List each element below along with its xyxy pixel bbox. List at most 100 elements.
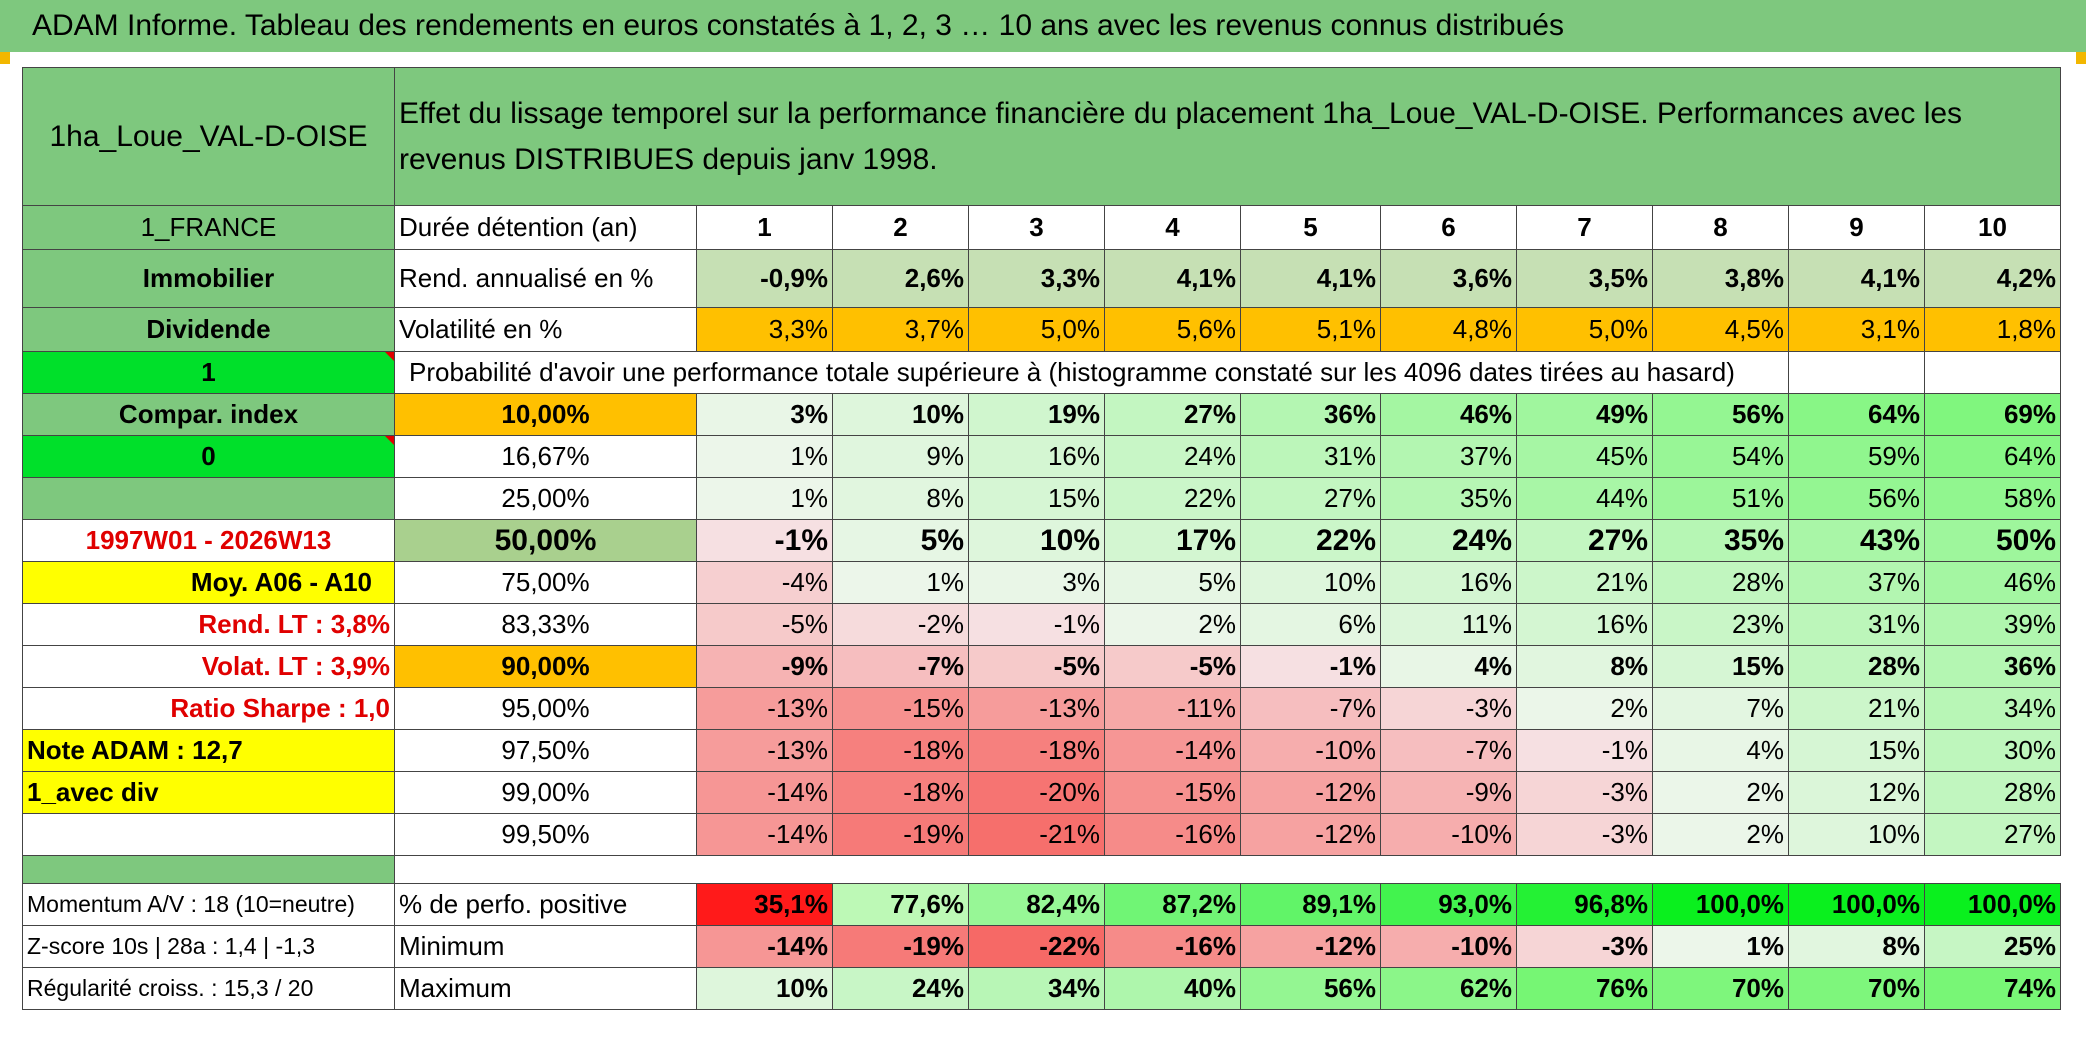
blank-cell [1788, 351, 1925, 394]
percentile-row: Moy. A06 - A10 75,00% -4% 1% 3% 5% 10% 16% 21% 28… [22, 561, 2061, 604]
percentile-value: 56% [1788, 477, 1925, 520]
percentile-value: 5% [832, 519, 969, 562]
percentile-value: 37% [1380, 435, 1517, 478]
max-value: 34% [968, 967, 1105, 1010]
percentile-row: 25,00% 1% 8% 15% 22% 27% 35% 44% 51% 56% 58% [22, 477, 2061, 520]
percentile-label: 90,00% [394, 645, 697, 688]
spacer-row [22, 855, 2061, 884]
percentile-value: 27% [1104, 393, 1241, 436]
percentile-value: 15% [968, 477, 1105, 520]
percentile-value: 49% [1516, 393, 1653, 436]
percentile-value: 24% [1104, 435, 1241, 478]
percentile-value: -10% [1380, 813, 1517, 856]
percentile-value: -1% [696, 519, 833, 562]
max-value: 10% [696, 967, 833, 1010]
country-label: 1_FRANCE [22, 205, 395, 250]
percentile-value: 69% [1924, 393, 2061, 436]
percentile-value: 44% [1516, 477, 1653, 520]
percentile-value: -7% [1380, 729, 1517, 772]
percentile-value: 35% [1380, 477, 1517, 520]
vol-value: 5,6% [1104, 307, 1241, 352]
percentile-value: 4% [1380, 645, 1517, 688]
percentile-row: Note ADAM : 12,7 97,50% -13% -18% -18% -14% -1… [22, 729, 2061, 772]
rend-value: -0,9% [696, 249, 833, 308]
pos-value: 82,4% [968, 883, 1105, 926]
percentile-label: 99,00% [394, 771, 697, 814]
percentile-value: -5% [696, 603, 833, 646]
percentile-value: -19% [832, 813, 969, 856]
min-value: -14% [696, 925, 833, 968]
regularite-label: Régularité croiss. : 15,3 / 20 [22, 967, 395, 1010]
vol-value: 3,3% [696, 307, 833, 352]
spacer-green [22, 855, 395, 884]
positive-row: Momentum A/V : 18 (10=neutre)% de perfo.… [22, 883, 2061, 926]
percentile-value: 12% [1788, 771, 1925, 814]
percentile-value: -9% [696, 645, 833, 688]
header-row: 1ha_Loue_VAL-D-OISE Effet du lissage temp… [22, 67, 2061, 206]
description: Effet du lissage temporel sur la perform… [394, 67, 2061, 206]
pos-value: 35,1% [696, 883, 833, 926]
percentile-value: 45% [1516, 435, 1653, 478]
percentile-value: 50% [1924, 519, 2061, 562]
percentile-value: 6% [1240, 603, 1381, 646]
max-value: 70% [1788, 967, 1925, 1010]
percentile-value: 51% [1652, 477, 1789, 520]
vol-value: 5,1% [1240, 307, 1381, 352]
proba-label: Probabilité d'avoir une performance tota… [394, 351, 1789, 394]
percentile-value: 16% [1516, 603, 1653, 646]
min-value: -22% [968, 925, 1105, 968]
percentile-row: 99,50% -14% -19% -21% -16% -12% -10% -3% 2% 10% 27… [22, 813, 2061, 856]
percentile-label: 83,33% [394, 603, 697, 646]
rend-value: 3,6% [1380, 249, 1517, 308]
rend-label: Rend. annualisé en % [394, 249, 697, 308]
percentile-value: 39% [1924, 603, 2061, 646]
percentile-value: 5% [1104, 561, 1241, 604]
percentile-value: -2% [832, 603, 969, 646]
vol-value: 3,7% [832, 307, 969, 352]
period-label: 1997W01 - 2026W13 [22, 519, 395, 562]
minimum-row: Z-score 10s | 28a : 1,4 | -1,3 Minimum -14… [22, 925, 2061, 968]
percentile-value: 31% [1788, 603, 1925, 646]
max-value: 76% [1516, 967, 1653, 1010]
percentile-value: 27% [1516, 519, 1653, 562]
percentile-value: 54% [1652, 435, 1789, 478]
percentile-value: 28% [1652, 561, 1789, 604]
percentile-value: -5% [1104, 645, 1241, 688]
percentile-value: -3% [1516, 771, 1653, 814]
percentile-value: -20% [968, 771, 1105, 814]
percentile-value: 2% [1104, 603, 1241, 646]
percentile-row: Rend. LT : 3,8% 83,33% -5% -2% -1% 2% 6% 11% 16%… [22, 603, 2061, 646]
rend-lt-label: Rend. LT : 3,8% [22, 603, 395, 646]
max-value: 74% [1924, 967, 2061, 1010]
pos-value: 77,6% [832, 883, 969, 926]
pos-value: 96,8% [1516, 883, 1653, 926]
moy-label: Moy. A06 - A10 [22, 561, 395, 604]
vol-value: 5,0% [1516, 307, 1653, 352]
percentile-value: 15% [1652, 645, 1789, 688]
year-header: 7 [1516, 205, 1653, 250]
corner-marker [0, 52, 10, 64]
percentile-value: -7% [832, 645, 969, 688]
min-value: -19% [832, 925, 969, 968]
percentile-value: -1% [1240, 645, 1381, 688]
percentile-value: 10% [832, 393, 969, 436]
rend-value: 4,1% [1104, 249, 1241, 308]
percentile-value: 28% [1924, 771, 2061, 814]
percentile-value: 21% [1788, 687, 1925, 730]
percentile-row: Ratio Sharpe : 1,0 95,00% -13% -15% -13% -11%… [22, 687, 2061, 730]
percentile-label: 50,00% [394, 519, 697, 562]
percentile-value: 17% [1104, 519, 1241, 562]
min-value: -16% [1104, 925, 1241, 968]
vol-value: 4,5% [1652, 307, 1789, 352]
year-header: 2 [832, 205, 969, 250]
pos-label: % de perfo. positive [394, 883, 697, 926]
percentile-row: 0 16,67% 1% 9% 16% 24% 31% 37% 45% 54% 59% 64% [22, 435, 2061, 478]
note-label: Note ADAM : 12,7 [22, 729, 395, 772]
percentile-value: -11% [1104, 687, 1241, 730]
percentile-value: -16% [1104, 813, 1241, 856]
rend-value: 3,3% [968, 249, 1105, 308]
percentile-value: 19% [968, 393, 1105, 436]
percentile-value: -9% [1380, 771, 1517, 814]
spacer [395, 856, 2061, 884]
percentile-value: -18% [832, 729, 969, 772]
